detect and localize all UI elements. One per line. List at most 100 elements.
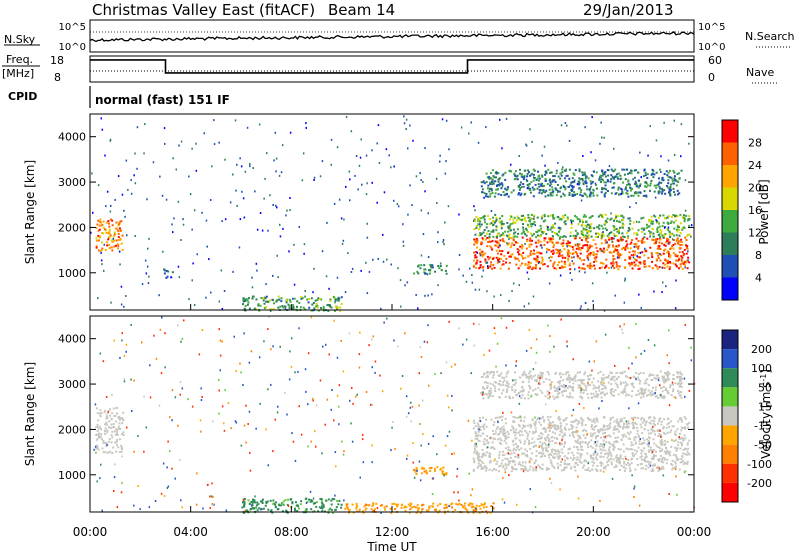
power-cell [531, 239, 534, 242]
velocity-cell [554, 452, 557, 455]
velocity-noise-cell [348, 332, 351, 335]
power-noise-cell [280, 171, 283, 174]
power-noise-cell [518, 284, 520, 287]
velocity-cell [568, 463, 571, 465]
power-cell [669, 248, 672, 250]
velocity-cell [663, 395, 666, 398]
velocity-cell [504, 463, 507, 465]
power-noise-cell [659, 253, 661, 256]
power-noise-cell [465, 280, 468, 283]
velocity-cell [539, 451, 542, 454]
power-cell [500, 233, 503, 236]
velocity-cell [529, 386, 532, 389]
velocity-cell [665, 427, 668, 429]
velocity-noise-cell [116, 506, 119, 509]
velocity-cell [663, 450, 666, 453]
power-colorbar-swatch [722, 187, 738, 210]
power-cell [508, 261, 511, 264]
power-noise-cell [365, 261, 367, 264]
power-cell [543, 184, 546, 187]
velocity-cell [667, 453, 670, 455]
power-cell [563, 266, 566, 268]
power-noise-cell [289, 197, 291, 199]
velocity-noise-cell [623, 323, 625, 326]
power-noise-cell [525, 144, 528, 147]
velocity-cell [653, 420, 656, 423]
power-cell [606, 248, 609, 251]
velocity-cell [526, 450, 529, 453]
velocity-cell [667, 451, 670, 454]
power-cell [532, 179, 535, 182]
velocity-cell [517, 424, 520, 427]
power-noise-cell [173, 217, 175, 220]
power-cell [529, 237, 532, 240]
power-noise-cell [470, 121, 472, 124]
velocity-cell [334, 508, 337, 511]
velocity-noise-cell [326, 398, 329, 401]
velocity-cell [251, 504, 254, 506]
velocity-noise-cell [604, 435, 607, 438]
velocity-cell [603, 377, 606, 380]
velocity-noise-cell [307, 352, 310, 355]
power-noise-cell [106, 190, 109, 193]
power-cell [608, 244, 611, 247]
power-noise-cell [388, 154, 390, 157]
power-cell [494, 220, 497, 223]
power-cell [530, 225, 533, 228]
power-cell [603, 247, 605, 250]
velocity-cell [274, 506, 277, 509]
velocity-cell [524, 440, 526, 443]
velocity-cell [443, 472, 446, 475]
power-cell [513, 256, 516, 259]
power-cell [260, 297, 263, 299]
power-noise-cell [100, 259, 103, 262]
velocity-cell [117, 427, 120, 430]
velocity-cell [572, 454, 575, 457]
power-cell [493, 266, 496, 269]
power-cell [512, 232, 515, 235]
velocity-cell [492, 430, 494, 433]
velocity-cell [614, 428, 617, 431]
velocity-cell [498, 374, 501, 377]
power-noise-cell [188, 175, 190, 178]
power-cell [475, 216, 478, 219]
velocity-noise-cell [201, 329, 204, 331]
velocity-cell [679, 379, 682, 382]
power-cell [599, 174, 602, 177]
power-noise-cell [600, 121, 602, 124]
power-cell [610, 217, 613, 220]
velocity-cell [544, 428, 547, 430]
velocity-cell [513, 379, 516, 382]
velocity-cell [548, 456, 551, 459]
power-cell [335, 306, 338, 309]
power-noise-cell [101, 128, 104, 131]
power-cell [547, 215, 550, 218]
velocity-cell [574, 466, 576, 469]
velocity-cell [613, 379, 616, 382]
power-cell [487, 230, 490, 232]
power-cell [535, 245, 538, 248]
velocity-cell [628, 433, 631, 436]
velocity-cell [586, 393, 589, 396]
velocity-cell [677, 390, 680, 392]
velocity-cell [654, 395, 657, 398]
velocity-cell [606, 434, 609, 437]
velocity-cell [632, 386, 635, 389]
power-cell [484, 258, 487, 261]
power-cell [634, 258, 636, 261]
velocity-cell [604, 465, 607, 468]
velocity-cell [576, 452, 579, 455]
velocity-cell [539, 371, 542, 374]
power-noise-cell [134, 152, 136, 155]
velocity-cell [501, 376, 504, 379]
power-noise-cell [164, 142, 166, 145]
power-noise-cell [241, 190, 243, 193]
power-cell [560, 174, 563, 177]
power-cell [591, 215, 594, 218]
velocity-cell [504, 417, 507, 420]
velocity-cell [568, 374, 571, 377]
velocity-cell [477, 465, 480, 468]
power-cell [334, 297, 337, 300]
velocity-cell [678, 394, 681, 397]
velocity-cell [663, 444, 666, 446]
